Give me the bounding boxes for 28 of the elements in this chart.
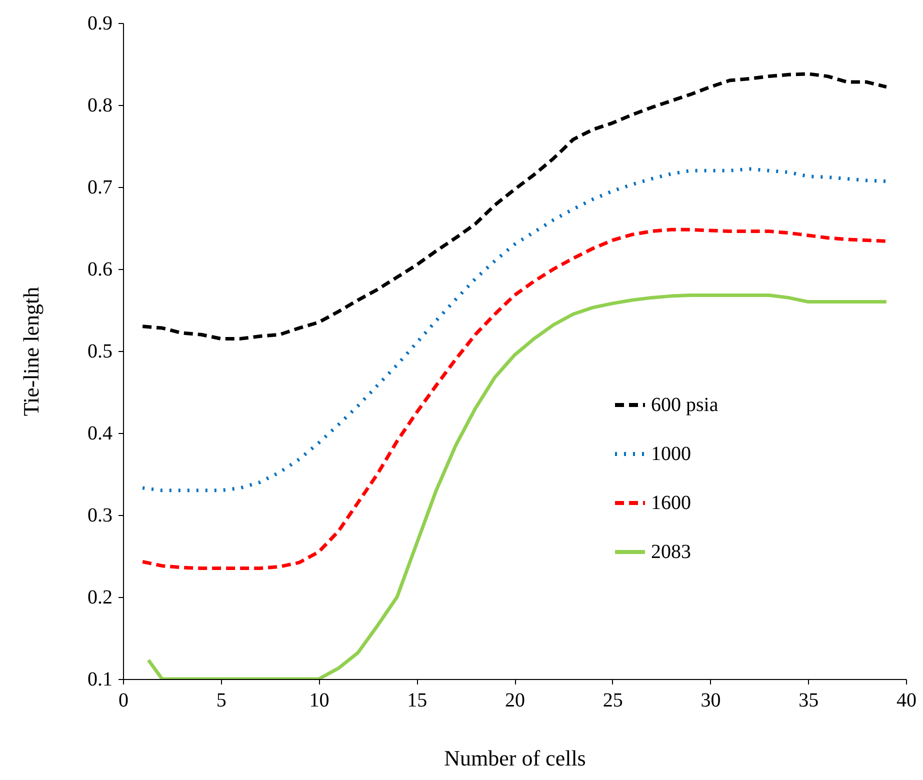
x-tick-label: 5 [216,690,226,712]
legend-label: 1600 [651,492,691,514]
x-axis-title: Number of cells [444,746,586,770]
x-tick-label: 35 [798,690,819,712]
line-series [140,167,888,492]
legend-label: 2083 [651,541,691,563]
y-tick-label: 0.6 [88,258,112,280]
x-tick-label: 10 [309,690,330,712]
y-tick-label: 0.4 [88,422,112,444]
y-tick-label: 0.8 [88,94,112,116]
y-tick-label: 0.9 [88,12,112,34]
x-tick-label: 15 [407,690,428,712]
y-tick-label: 0.5 [88,340,112,362]
y-tick-label: 0.1 [88,668,112,690]
x-tick-label: 30 [700,690,721,712]
line-series [146,293,888,679]
legend-label: 1000 [651,443,691,465]
y-tick-label: 0.2 [88,586,112,608]
y-axis-title: Tie-line length [18,286,44,416]
line-series [140,228,888,570]
y-tick-label: 0.7 [88,176,112,198]
line-series [140,72,888,340]
x-tick-label: 0 [118,690,128,712]
y-tick-label: 0.3 [88,504,112,526]
legend-label: 600 psia [651,394,718,416]
x-tick-label: 40 [896,690,916,712]
x-tick-label: 25 [602,690,623,712]
x-tick-label: 20 [505,690,525,712]
